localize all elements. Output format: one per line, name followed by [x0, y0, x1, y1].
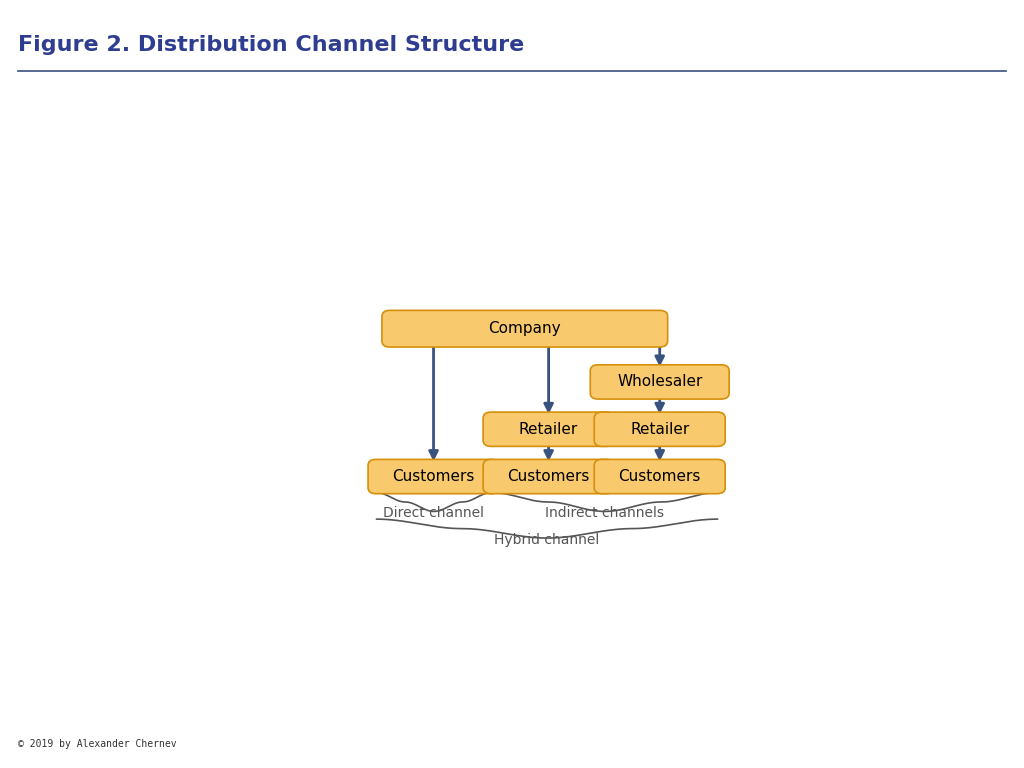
Text: Figure 2. Distribution Channel Structure: Figure 2. Distribution Channel Structure	[18, 35, 524, 55]
Text: Customers: Customers	[392, 469, 475, 484]
Text: Indirect channels: Indirect channels	[545, 506, 664, 520]
Text: Company: Company	[488, 321, 561, 336]
Text: Hybrid channel: Hybrid channel	[495, 533, 600, 547]
FancyBboxPatch shape	[594, 459, 725, 494]
Text: Wholesaler: Wholesaler	[617, 375, 702, 389]
FancyBboxPatch shape	[483, 412, 614, 446]
Text: Customers: Customers	[508, 469, 590, 484]
FancyBboxPatch shape	[368, 459, 499, 494]
FancyBboxPatch shape	[594, 412, 725, 446]
Text: © 2019 by Alexander Chernev: © 2019 by Alexander Chernev	[18, 739, 177, 749]
FancyBboxPatch shape	[483, 459, 614, 494]
Text: Retailer: Retailer	[519, 422, 579, 437]
Text: Direct channel: Direct channel	[383, 506, 484, 520]
FancyBboxPatch shape	[590, 365, 729, 399]
Text: Retailer: Retailer	[630, 422, 689, 437]
FancyBboxPatch shape	[382, 310, 668, 347]
Text: Customers: Customers	[618, 469, 700, 484]
